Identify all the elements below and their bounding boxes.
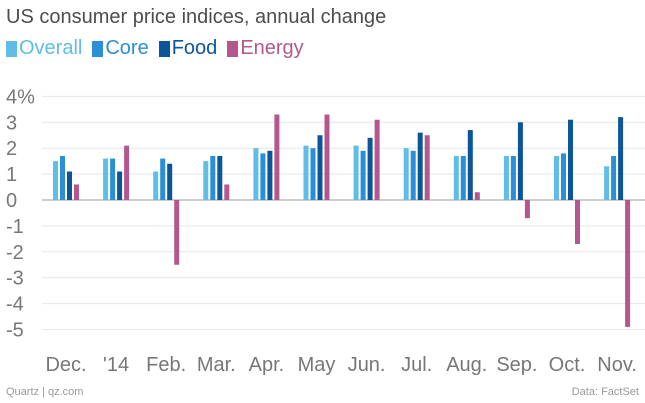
bar-overall: [503, 155, 509, 200]
bar-core: [360, 150, 366, 200]
bar-energy: [124, 145, 130, 200]
legend: Overall Core Food Energy: [6, 37, 304, 60]
bar-energy: [424, 135, 430, 200]
bar-energy: [74, 184, 79, 200]
bar-energy: [524, 200, 530, 219]
bar-overall: [353, 145, 359, 200]
bar-core: [210, 155, 216, 200]
bar-core: [410, 150, 416, 200]
x-tick-label: Oct.: [549, 354, 586, 376]
bar-food: [417, 132, 423, 200]
legend-swatch-food: [158, 40, 170, 57]
legend-item-food: Food: [158, 37, 218, 60]
y-tick-label: -3: [6, 268, 24, 290]
bar-food: [517, 122, 523, 200]
x-tick-label: Apr.: [249, 354, 285, 376]
legend-swatch-core: [92, 40, 104, 57]
bar-food: [267, 150, 273, 200]
x-tick-label: '14: [103, 354, 129, 376]
y-tick-label: 3: [6, 112, 17, 134]
bar-overall: [303, 145, 309, 200]
bar-energy: [274, 114, 280, 200]
bar-energy: [625, 200, 631, 327]
bar-food: [67, 171, 72, 200]
y-tick-label: 2: [6, 138, 17, 160]
bar-energy: [324, 114, 330, 200]
bar-core: [561, 153, 566, 200]
x-tick-label: Aug.: [446, 354, 487, 376]
bar-overall: [403, 148, 409, 200]
bar-food: [568, 119, 573, 200]
x-tick-label: Jul.: [401, 354, 432, 376]
bar-overall: [554, 155, 559, 200]
chart-title: US consumer price indices, annual change: [6, 6, 387, 28]
y-tick-label: 4%: [6, 86, 35, 108]
bar-food: [217, 155, 223, 200]
bar-core: [260, 153, 266, 200]
x-tick-label: May: [298, 354, 336, 376]
y-tick-label: -1: [6, 216, 24, 238]
y-tick-label: 1: [6, 164, 17, 186]
bar-overall: [153, 171, 159, 200]
legend-item-core: Core: [92, 37, 149, 60]
bar-food: [618, 117, 624, 200]
y-tick-label: -4: [6, 294, 24, 316]
bar-energy: [224, 184, 230, 200]
source-credit: Quartz | qz.com: [6, 386, 84, 398]
bar-overall: [203, 161, 209, 200]
legend-swatch-energy: [227, 40, 239, 57]
bar-energy: [575, 200, 580, 245]
x-tick-label: Sep.: [496, 354, 537, 376]
x-tick-label: Feb.: [146, 354, 186, 376]
bar-overall: [103, 158, 109, 200]
legend-item-energy: Energy: [227, 37, 304, 60]
y-tick-label: 0: [6, 190, 17, 212]
bar-food: [317, 135, 323, 200]
bar-core: [160, 158, 166, 200]
bar-food: [367, 137, 373, 200]
legend-label-food: Food: [171, 37, 218, 59]
bar-energy: [474, 192, 480, 200]
bar-food: [167, 163, 173, 200]
bar-food: [467, 130, 473, 200]
bar-food: [117, 171, 123, 200]
bar-energy: [374, 119, 380, 200]
bar-overall: [253, 148, 259, 200]
bar-core: [460, 155, 466, 200]
x-tick-label: Nov.: [597, 354, 637, 376]
y-tick-label: -5: [6, 320, 24, 342]
bar-core: [60, 155, 65, 200]
bar-overall: [453, 155, 459, 200]
legend-label-overall: Overall: [19, 37, 83, 59]
bar-energy: [174, 200, 180, 265]
legend-label-core: Core: [105, 37, 149, 59]
bar-core: [510, 155, 516, 200]
x-tick-label: Dec.: [45, 354, 86, 376]
legend-item-overall: Overall: [6, 37, 82, 60]
x-tick-label: Mar.: [197, 354, 236, 376]
bar-overall: [53, 161, 58, 200]
y-tick-label: -2: [6, 242, 24, 264]
bar-core: [110, 158, 116, 200]
bar-overall: [604, 166, 610, 200]
bar-core: [310, 148, 316, 200]
bar-core: [611, 155, 617, 200]
legend-label-energy: Energy: [240, 37, 304, 59]
x-tick-label: Jun.: [348, 354, 386, 376]
data-source: Data: FactSet: [571, 386, 639, 398]
legend-swatch-overall: [6, 40, 17, 57]
